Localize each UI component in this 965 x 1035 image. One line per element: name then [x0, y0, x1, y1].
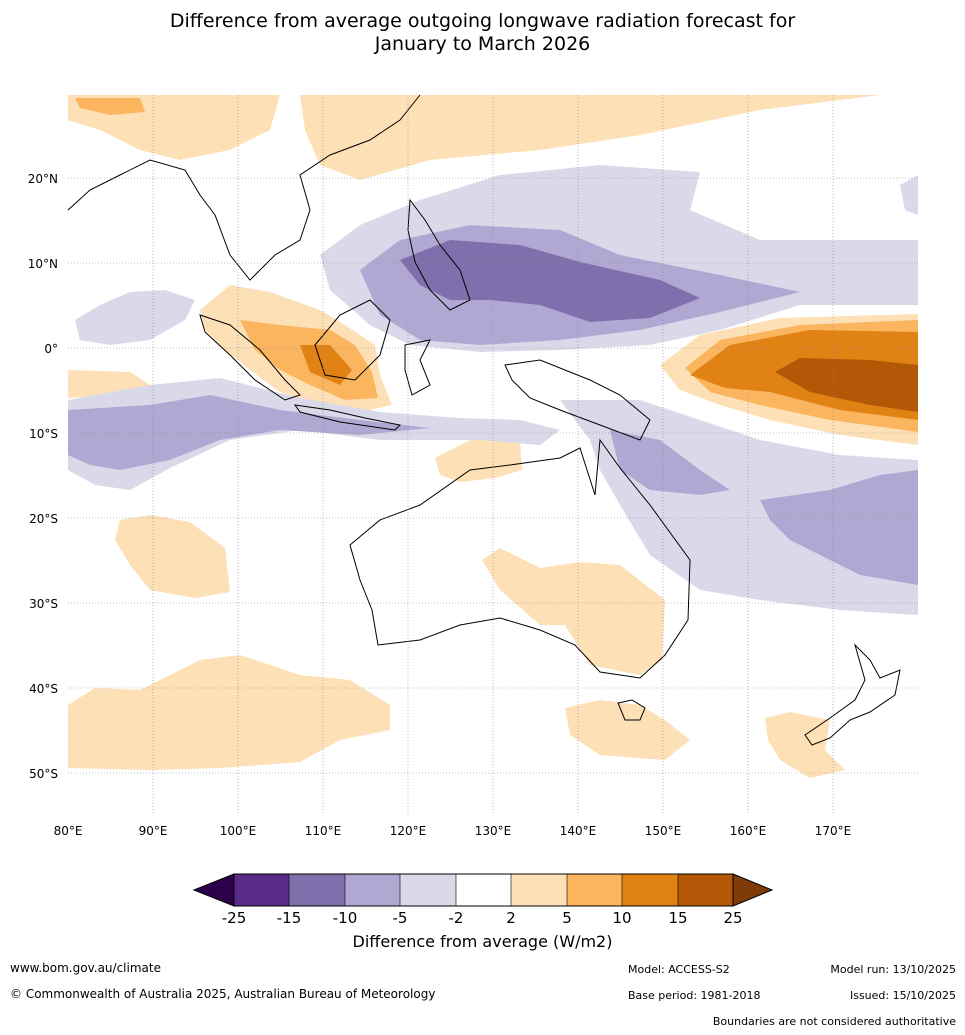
- model-run-text: Model run: 13/10/2025: [830, 963, 956, 976]
- lon-tick-label: 150°E: [645, 824, 682, 838]
- disclaimer-text: Boundaries are not considered authoritat…: [712, 1015, 956, 1028]
- base-period-text: Base period: 1981-2018: [628, 989, 761, 1002]
- colorbar-min-arrow: [192, 873, 235, 907]
- anomaly-patch-indian-ocean-20s: [115, 515, 230, 598]
- map-area: [67, 94, 918, 815]
- lat-tick-label: 10°S: [29, 427, 58, 441]
- colorbar-bin: [400, 874, 456, 906]
- issued-text: Issued: 15/10/2025: [849, 989, 956, 1002]
- lat-tick-label: 40°S: [29, 682, 58, 696]
- anomaly-patch-north-east-edge: [900, 175, 918, 215]
- colorbar-bin: [511, 874, 567, 906]
- lon-tick-label: 110°E: [305, 824, 342, 838]
- colorbar-tick-label: 25: [723, 909, 742, 927]
- coastline-new-guinea: [504, 359, 651, 441]
- lat-tick-label: 0°: [44, 342, 58, 356]
- lon-tick-label: 80°E: [54, 824, 83, 838]
- anomaly-patch-sw-pacific-core: [775, 358, 918, 412]
- anomaly-patch-south-pacific-inner: [760, 470, 918, 585]
- colorbar-max-arrow: [732, 873, 774, 907]
- colorbar-tick-label: -5: [393, 909, 408, 927]
- colorbar-bin: [622, 874, 678, 906]
- anomaly-patch-north-pacific: [300, 95, 880, 180]
- coastline-tasmania: [617, 699, 646, 721]
- lon-tick-label: 140°E: [560, 824, 597, 838]
- anomaly-patch-indian-ocean-inner: [68, 395, 430, 470]
- colorbar-tick-label: 5: [562, 909, 572, 927]
- coastlines: [67, 94, 901, 746]
- lon-tick-label: 90°E: [139, 824, 168, 838]
- anomaly-patch-coral-sea-inner: [610, 430, 730, 495]
- anomaly-patch-east-indian-ocean: [75, 290, 195, 345]
- colorbar-tick-label: -25: [222, 909, 247, 927]
- negative-anomaly-shading: [68, 165, 918, 615]
- colorbar-frame: [233, 873, 734, 907]
- coastline-sumatra: [199, 314, 301, 401]
- anomaly-patch-north-china-inner: [75, 98, 145, 115]
- colorbar-tick-label: -2: [449, 909, 464, 927]
- colorbar-bin: [289, 874, 345, 906]
- colorbar-tick-label: 2: [506, 909, 516, 927]
- colorbar-tick-label: -10: [333, 909, 358, 927]
- lat-tick-label: 50°S: [29, 767, 58, 781]
- colorbar: -25 -15 -10 -5 -2 2 5 10 15 25: [192, 873, 774, 927]
- colorbar-bin: [567, 874, 622, 906]
- anomaly-patch-southern-ocean-west: [68, 655, 390, 770]
- coastline-new-zealand: [804, 643, 901, 746]
- colorbar-bin: [456, 874, 511, 906]
- coastline-java: [293, 404, 402, 431]
- title-line-1: Difference from average outgoing longwav…: [169, 10, 796, 32]
- lat-tick-label: 30°S: [29, 597, 58, 611]
- coastline-australia: [349, 438, 691, 679]
- lat-tick-label: 20°S: [29, 512, 58, 526]
- anomaly-patch-inland-australia: [482, 548, 665, 675]
- lon-tick-label: 130°E: [475, 824, 512, 838]
- anomaly-patch-north-australia: [435, 440, 522, 482]
- lon-tick-label: 170°E: [815, 824, 852, 838]
- anomaly-patch-west-pacific-core: [400, 240, 700, 322]
- colorbar-bin: [345, 874, 400, 906]
- lon-tick-label: 120°E: [390, 824, 427, 838]
- colorbar-label: Difference from average (W/m2): [352, 932, 613, 951]
- colorbar-tick-label: 15: [668, 909, 687, 927]
- positive-anomaly-shading: [68, 95, 918, 778]
- coastline-philippines: [407, 198, 471, 311]
- anomaly-patch-tasmania: [565, 700, 690, 760]
- latitude-axis: 20°N 10°N 0° 10°S 20°S 30°S 40°S 50°S: [28, 172, 58, 781]
- anomaly-patch-new-zealand: [765, 712, 845, 778]
- chart-title: Difference from average outgoing longwav…: [0, 10, 965, 56]
- coastline-asia: [67, 94, 421, 281]
- coastline-borneo: [314, 299, 391, 381]
- colorbar-tick-label: 10: [612, 909, 631, 927]
- lon-tick-label: 160°E: [730, 824, 767, 838]
- anomaly-patch-sumatra-core: [300, 345, 352, 385]
- coastline-sulawesi: [404, 339, 431, 396]
- lat-tick-label: 20°N: [28, 172, 58, 186]
- lon-tick-label: 100°E: [220, 824, 257, 838]
- website-link[interactable]: www.bom.gov.au/climate: [10, 961, 161, 975]
- colorbar-bin: [678, 874, 733, 906]
- colorbar-tick-label: -15: [277, 909, 302, 927]
- lat-tick-label: 10°N: [28, 257, 58, 271]
- gridlines: [68, 95, 918, 815]
- longitude-axis: 80°E 90°E 100°E 110°E 120°E 130°E 140°E …: [54, 824, 852, 838]
- model-text: Model: ACCESS-S2: [628, 963, 730, 976]
- colorbar-bin: [234, 874, 289, 906]
- title-line-2: January to March 2026: [374, 33, 591, 55]
- copyright-text: © Commonwealth of Australia 2025, Austra…: [10, 987, 436, 1001]
